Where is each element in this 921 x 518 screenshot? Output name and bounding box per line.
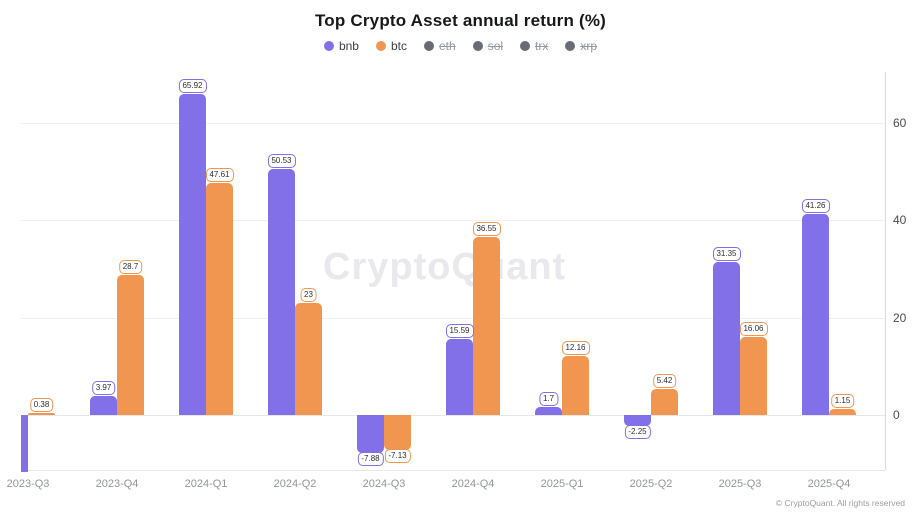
bar-btc-2024-Q1[interactable] [206,182,233,415]
bar-bnb-2024-Q4[interactable] [446,338,473,415]
bar-value-label: 15.59 [445,323,474,338]
x-axis-tick-label: 2025-Q4 [807,478,851,490]
bar-bnb-2025-Q2[interactable] [624,414,651,426]
bar-btc-2023-Q3[interactable] [28,413,55,415]
bar-value-label: 12.16 [561,340,590,355]
bar-value-label: 23 [300,287,317,302]
gridline-y0 [21,414,885,416]
bar-btc-2025-Q1[interactable] [562,355,589,415]
legend-label: btc [390,39,407,53]
bar-value-label: 47.61 [205,167,234,182]
x-axis-tick-label: 2025-Q1 [540,478,584,490]
bar-bnb-2023-Q3[interactable] [21,414,28,472]
legend-item-btc[interactable]: btc [375,39,407,53]
legend-dot-icon [520,41,531,51]
x-axis-tick-label: 2024-Q2 [273,478,317,490]
y-axis-tick-label: 0 [893,407,900,422]
legend: bnb btc eth sol trx xrp [0,39,921,53]
bar-bnb-2024-Q2[interactable] [268,168,295,415]
legend-item-trx[interactable]: trx [520,39,548,53]
bar-bnb-2024-Q1[interactable] [179,93,206,415]
gridline-y20 [21,317,885,319]
x-axis-tick-label: 2023-Q3 [6,478,50,490]
legend-label: trx [535,39,549,53]
y-axis-tick-label: 40 [893,213,907,228]
legend-dot-icon [375,41,386,51]
gridline-y40 [21,220,885,222]
x-axis-tick-label: 2024-Q4 [451,478,495,490]
bar-value-label: 0.38 [29,398,54,413]
bar-btc-2024-Q4[interactable] [473,236,500,415]
legend-dot-icon [424,41,434,51]
x-axis-tick-label: 2024-Q1 [184,478,228,490]
bar-value-label: 1.15 [830,394,855,409]
gridline-y60 [21,122,885,124]
bar-value-label: 65.92 [178,78,207,93]
legend-label: sol [487,39,504,53]
legend-dot-icon [565,41,576,51]
x-axis-line [21,470,885,471]
y-axis-tick-label: 60 [893,115,907,130]
bar-value-label: 28.7 [118,260,143,275]
bar-value-label: 41.26 [801,198,830,213]
legend-label: bnb [338,39,359,53]
bar-value-label: 36.55 [472,221,501,236]
legend-dot-icon [472,41,483,51]
bar-bnb-2025-Q1[interactable] [535,406,562,415]
bar-value-label: 5.42 [652,373,677,388]
bar-bnb-2024-Q3[interactable] [357,414,384,454]
bar-value-label: 3.97 [91,380,116,395]
x-axis-tick-label: 2024-Q3 [362,478,406,490]
bar-value-label: -2.25 [624,424,651,439]
legend-label: xrp [580,39,598,53]
watermark-text: CryptoQuant [323,246,567,288]
legend-item-xrp[interactable]: xrp [565,39,597,53]
bar-value-label: 50.53 [267,153,296,168]
bar-btc-2025-Q3[interactable] [740,336,767,415]
bar-bnb-2023-Q4[interactable] [90,395,117,415]
bar-btc-2025-Q4[interactable] [829,409,856,415]
bar-btc-2024-Q3[interactable] [384,414,411,450]
x-axis-tick-label: 2025-Q3 [718,478,762,490]
legend-item-eth[interactable]: eth [424,39,456,53]
legend-item-sol[interactable]: sol [472,39,504,53]
bar-bnb-2025-Q3[interactable] [713,262,740,415]
copyright-text: © CryptoQuant. All rights reserved [775,498,905,508]
bar-bnb-2025-Q4[interactable] [802,213,829,415]
bar-btc-2024-Q2[interactable] [295,302,322,415]
legend-label: eth [439,39,456,53]
y-axis-line [885,72,886,470]
bar-value-label: 16.06 [739,321,768,336]
bar-btc-2023-Q4[interactable] [117,275,144,415]
bar-value-label: 1.7 [538,391,559,406]
bar-btc-2025-Q2[interactable] [651,388,678,415]
legend-dot-icon [323,41,334,51]
y-axis-tick-label: 20 [893,310,907,325]
x-axis-tick-label: 2025-Q2 [629,478,673,490]
bar-value-label: -7.88 [357,452,384,467]
legend-item-bnb[interactable]: bnb [323,39,359,53]
bar-value-label: 31.35 [712,247,741,262]
chart-title: Top Crypto Asset annual return (%) [314,11,607,30]
bar-value-label: -7.13 [384,448,411,463]
x-axis-tick-label: 2023-Q4 [95,478,139,490]
